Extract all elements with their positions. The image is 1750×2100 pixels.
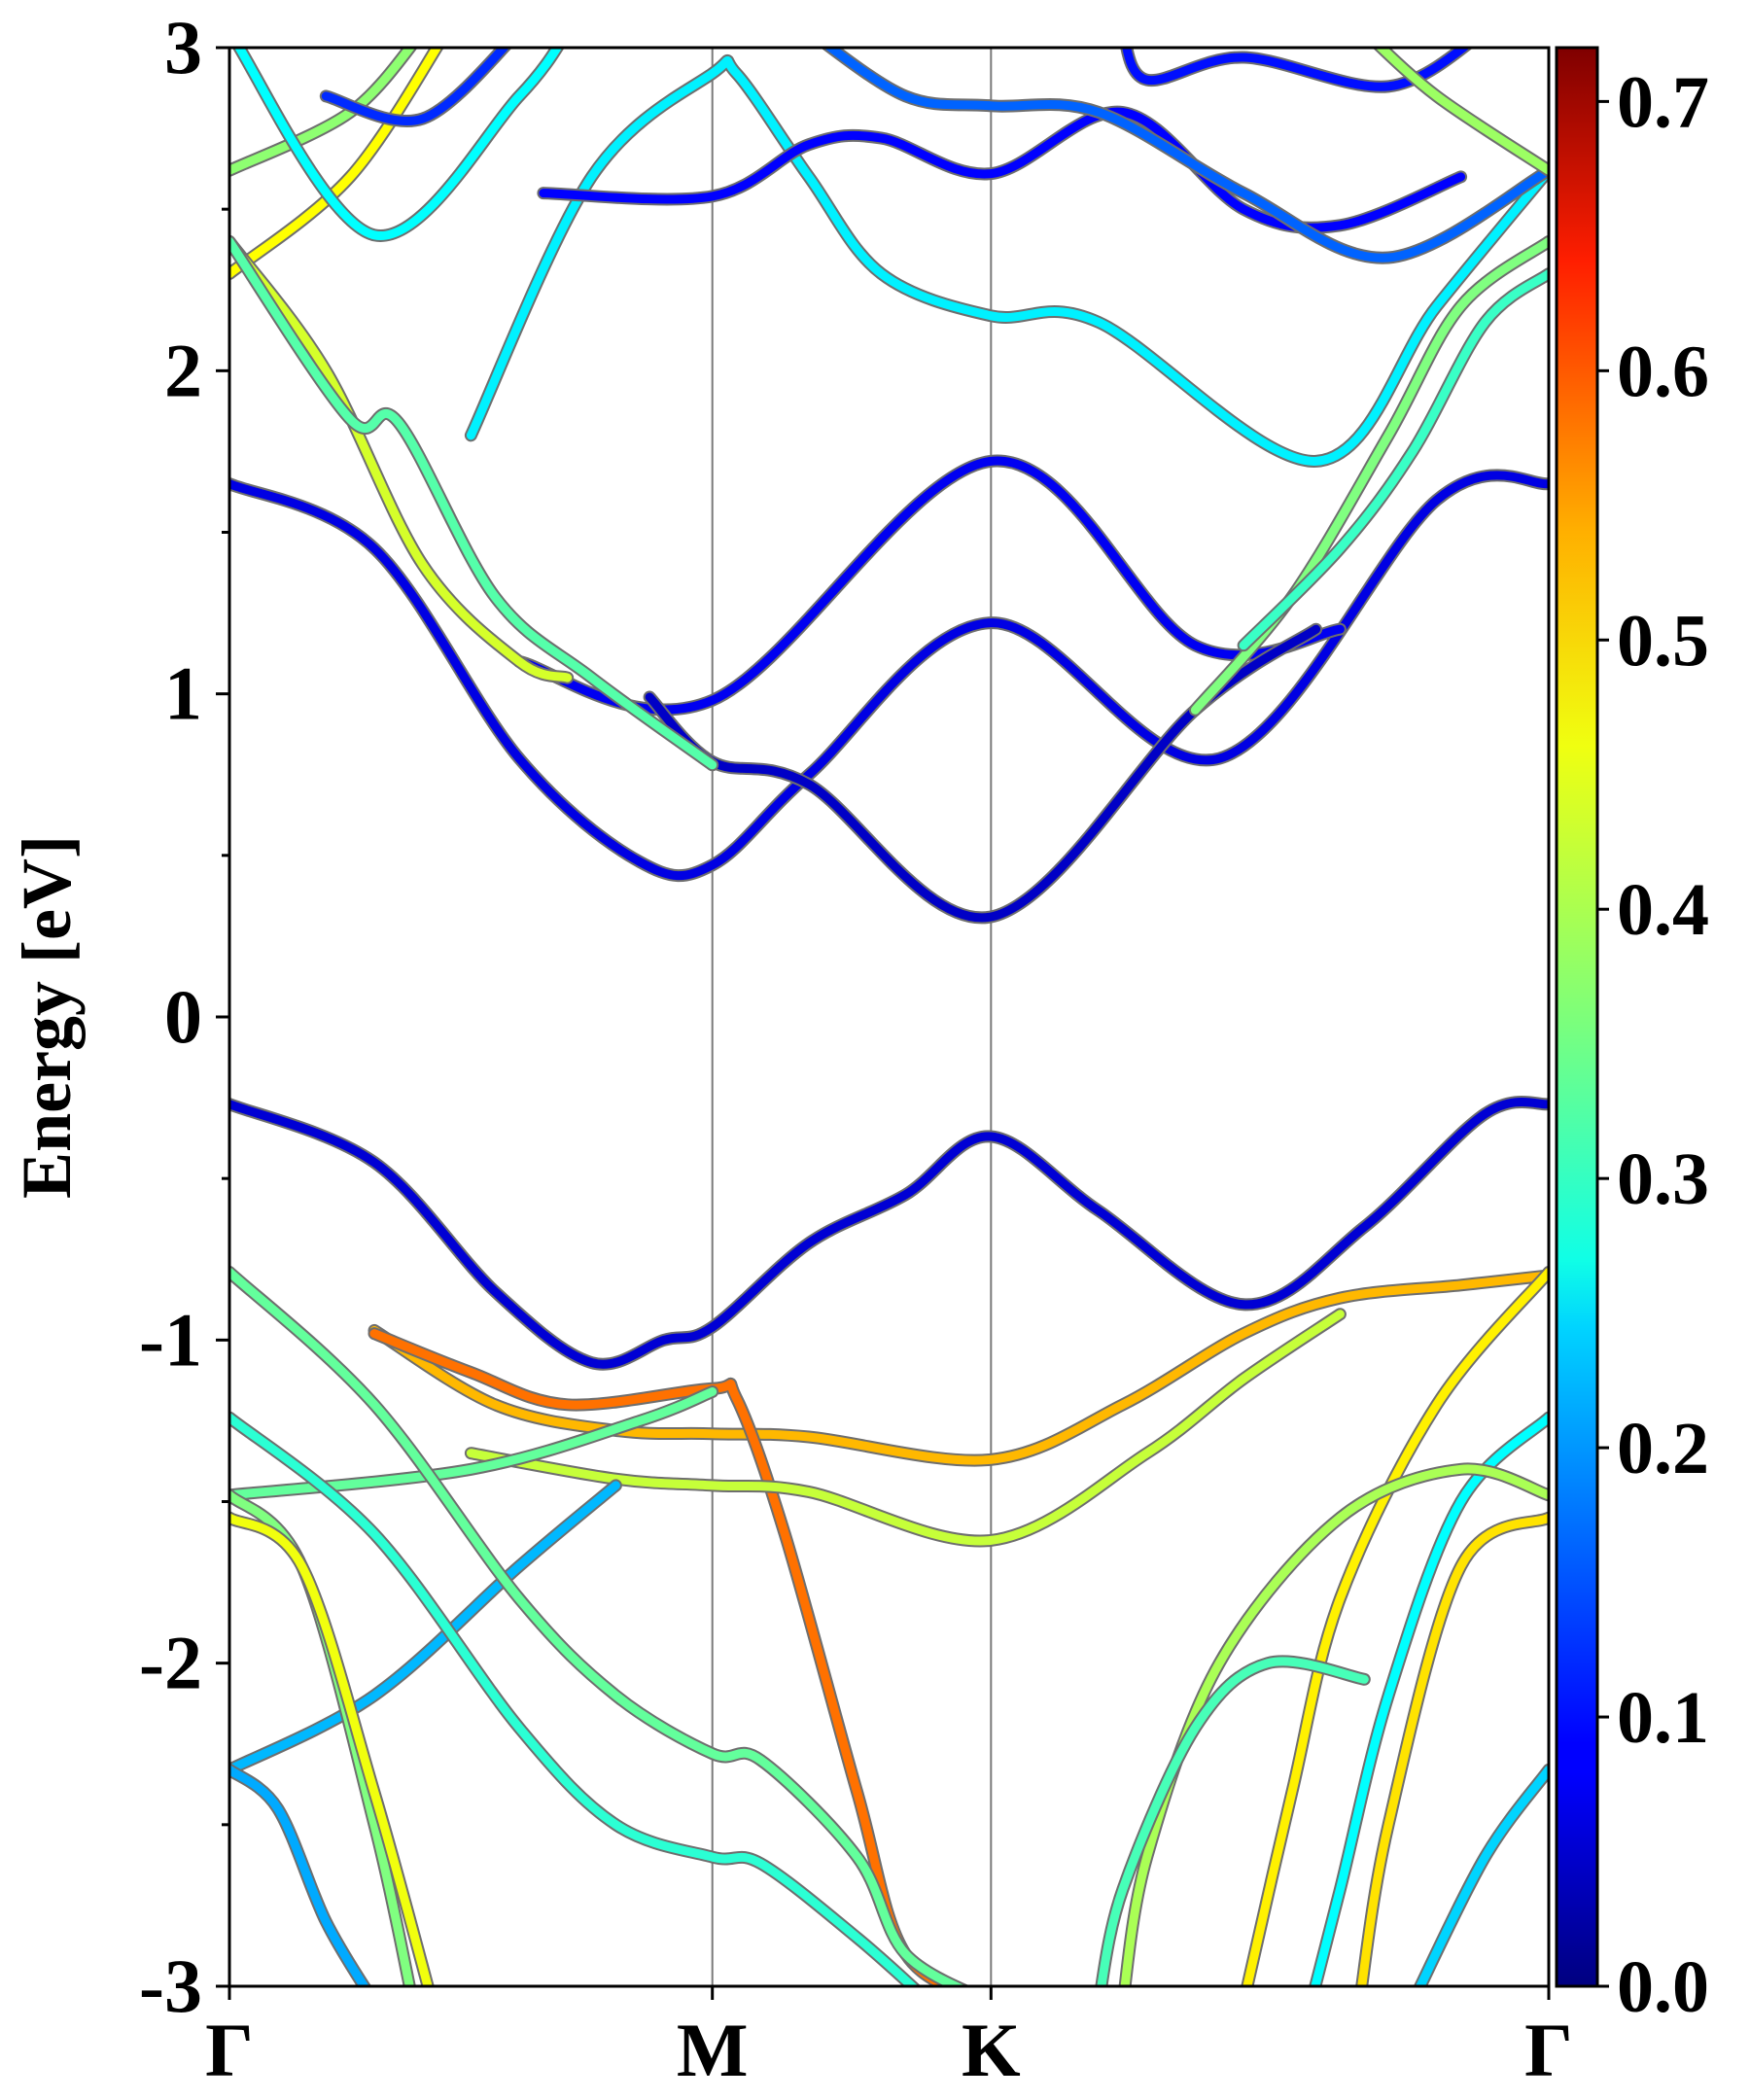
high-symmetry-lines — [711, 48, 993, 1986]
band-7-line — [369, 1271, 1549, 1465]
band-15-outline — [229, 1488, 416, 1986]
band-9 — [464, 1308, 1347, 1548]
band-13 — [229, 1411, 922, 1986]
band-2 — [512, 454, 1347, 717]
x-tick-label: M — [677, 2008, 749, 2092]
x-tick-label: Γ — [205, 2008, 254, 2092]
band-32-line — [1239, 269, 1549, 650]
band-27 — [231, 48, 565, 242]
band-4 — [464, 53, 1549, 468]
band-20 — [1355, 1511, 1549, 1986]
band-14 — [229, 1763, 372, 1986]
colorbar-tick-label: 0.4 — [1617, 869, 1709, 951]
band-31-line — [1190, 236, 1549, 715]
colorbar: 0.0 0.1 0.2 0.3 0.4 0.5 0.6 0.7 — [1555, 46, 1709, 2028]
band-11-line — [229, 1481, 620, 1774]
band-12-line — [229, 1268, 966, 1986]
band-17-outline — [1241, 1266, 1549, 1986]
band-6-line — [229, 1097, 1549, 1369]
band-22-line — [1097, 1657, 1369, 1986]
band-25-line — [229, 236, 573, 682]
plot-frame — [228, 46, 1551, 1988]
band-12 — [229, 1266, 971, 1986]
colorbar-tick-label: 0.5 — [1617, 600, 1709, 682]
band-16 — [229, 1511, 435, 1986]
colorbar-tick-label: 0.7 — [1617, 61, 1709, 143]
band-24 — [229, 48, 444, 281]
band-25 — [229, 234, 575, 684]
band-28 — [319, 48, 512, 127]
band-22 — [1095, 1655, 1371, 1986]
band-21-line — [1120, 1464, 1549, 1986]
band-32 — [1237, 267, 1549, 652]
band-lines — [229, 48, 1549, 1986]
band-6 — [229, 1095, 1549, 1371]
y-tick-label: -1 — [139, 1297, 202, 1382]
colorbar-gradient — [1555, 46, 1599, 1988]
band-16-line — [229, 1513, 433, 1986]
band-5 — [537, 105, 1468, 234]
band-15-line — [229, 1490, 414, 1986]
band-7 — [368, 1269, 1549, 1467]
colorbar-tick-label: 0.0 — [1617, 1946, 1709, 2028]
band-28-line — [321, 48, 510, 125]
band-20-line — [1357, 1513, 1549, 1986]
band-29 — [820, 48, 1549, 264]
x-tick-label: K — [962, 2008, 1021, 2092]
y-tick-label: -2 — [139, 1621, 202, 1705]
band-30 — [1120, 48, 1474, 93]
y-axis-label: Energy [eV] — [8, 835, 86, 1199]
band-19 — [1413, 1763, 1549, 1986]
x-tick-label: Γ — [1524, 2008, 1573, 2092]
band-17-line — [1242, 1268, 1549, 1986]
band-31 — [1188, 234, 1549, 717]
y-tick-label: 0 — [164, 974, 202, 1059]
colorbar-ticks: 0.0 0.1 0.2 0.3 0.4 0.5 0.6 0.7 — [1597, 61, 1709, 2028]
band-11 — [229, 1479, 622, 1776]
band-33 — [1372, 48, 1549, 177]
band-21 — [1118, 1462, 1549, 1986]
band-4-line — [466, 55, 1549, 466]
y-tick-label: 1 — [164, 651, 202, 736]
colorbar-tick-label: 0.1 — [1617, 1677, 1709, 1759]
band-7-outline — [368, 1269, 1549, 1467]
band-2-line — [514, 456, 1345, 715]
colorbar-tick-label: 0.6 — [1617, 331, 1709, 412]
y-tick-label: 3 — [164, 5, 202, 89]
colorbar-tick-label: 0.2 — [1617, 1408, 1709, 1489]
band-15 — [229, 1488, 416, 1986]
band-13-line — [229, 1413, 919, 1986]
band-14-line — [229, 1765, 369, 1986]
band-29-line — [823, 48, 1549, 262]
band-27-line — [234, 48, 563, 240]
y-tick-label: -3 — [139, 1943, 202, 2028]
band-26 — [229, 234, 719, 772]
band-30-line — [1122, 48, 1471, 91]
band-33-line — [1375, 48, 1549, 175]
band-24-line — [229, 48, 442, 279]
colorbar-tick-label: 0.3 — [1617, 1138, 1709, 1220]
y-tick-label: 2 — [164, 328, 202, 412]
band-5-line — [539, 107, 1466, 232]
y-axis: -3 -2 -1 0 1 2 3 — [139, 5, 229, 2028]
band-17 — [1241, 1266, 1549, 1986]
band-9-line — [466, 1310, 1345, 1546]
band-26-line — [229, 236, 718, 770]
band-19-line — [1415, 1765, 1549, 1986]
